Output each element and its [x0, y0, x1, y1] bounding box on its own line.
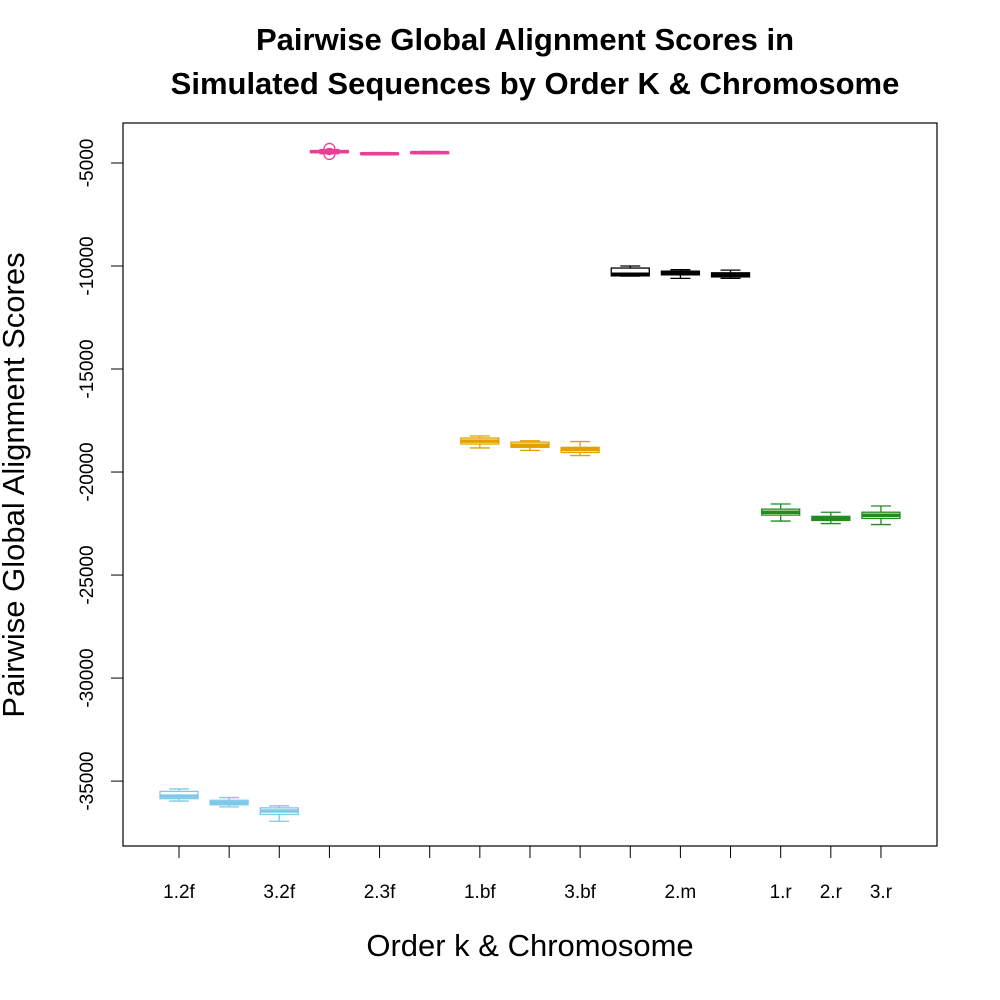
chart-title-line: Pairwise Global Alignment Scores in: [256, 22, 794, 57]
x-tick-label: 3.bf: [564, 882, 596, 903]
x-axis-label: Order k & Chromosome: [366, 928, 693, 963]
x-tick-label: 3.2f: [263, 882, 295, 903]
plot-frame: [122, 122, 938, 847]
y-tick-label: -15000: [77, 339, 98, 398]
y-tick-label: -35000: [77, 752, 98, 811]
x-tick-label: 2.r: [820, 882, 843, 903]
x-tick-label: 1.r: [770, 882, 793, 903]
outlier: [323, 147, 336, 161]
chart-title-line: Simulated Sequences by Order K & Chromos…: [171, 66, 900, 101]
x-tick-label: 1.2f: [163, 882, 195, 903]
x-tick-label: 1.bf: [464, 882, 496, 903]
outlier: [323, 142, 336, 156]
y-tick-label: -10000: [77, 236, 98, 295]
x-tick-label: 3.r: [870, 882, 893, 903]
y-axis-label: Pairwise Global Alignment Scores: [0, 252, 31, 717]
x-tick-label: 2.m: [665, 882, 697, 903]
y-tick-label: -25000: [77, 545, 98, 604]
y-tick-label: -20000: [77, 442, 98, 501]
y-tick-label: -5000: [77, 139, 98, 188]
x-tick-label: 2.3f: [364, 882, 396, 903]
y-tick-label: -30000: [77, 648, 98, 707]
